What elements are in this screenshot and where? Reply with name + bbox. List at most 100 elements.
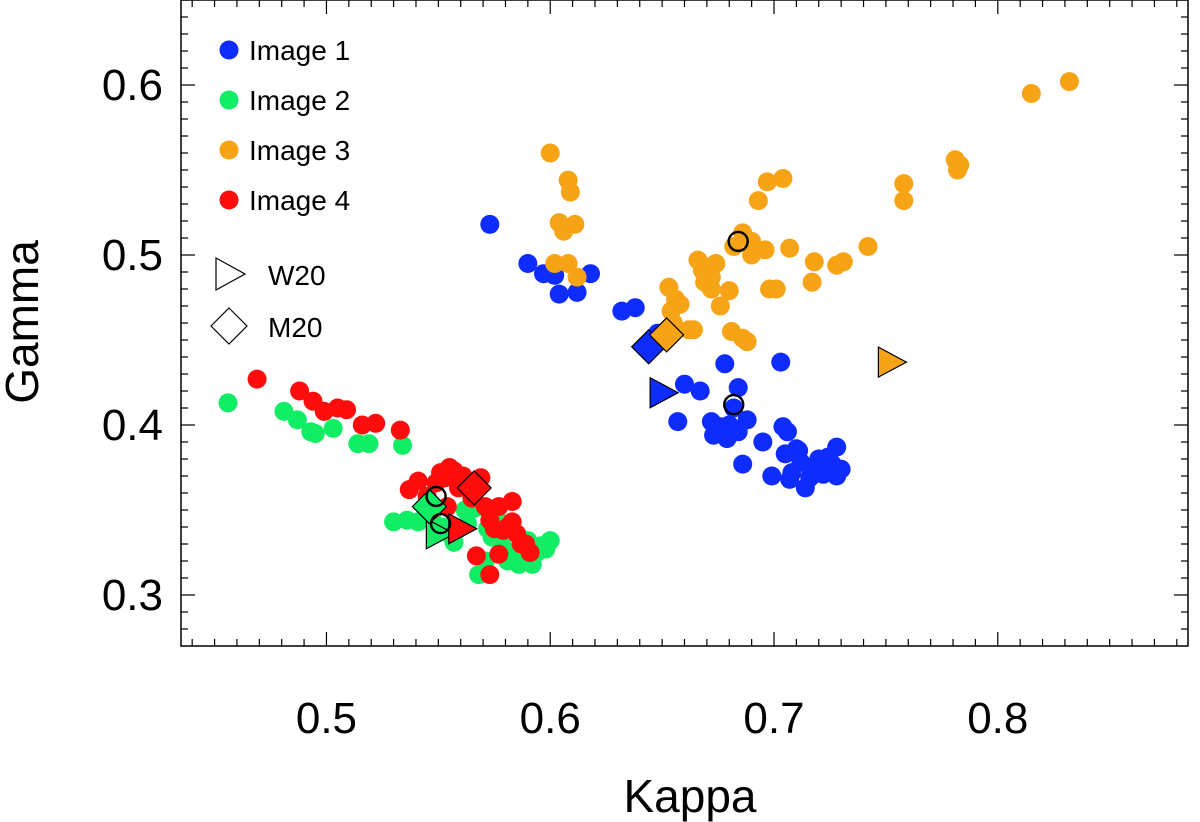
image-3-legend-marker xyxy=(219,140,239,160)
image-1-point xyxy=(719,415,739,435)
image-2-point xyxy=(540,531,560,551)
image-3-point xyxy=(773,169,793,188)
image-3-point xyxy=(757,172,777,192)
image-4-point xyxy=(408,471,428,491)
image-2-legend-label: Image 2 xyxy=(249,85,350,116)
image-3-point xyxy=(1021,84,1041,103)
image-4-point xyxy=(390,420,410,440)
image-3-point xyxy=(804,252,824,272)
image-3-m20-marker xyxy=(648,317,685,353)
image-1-point xyxy=(625,298,645,318)
open-circle-marker xyxy=(723,393,745,416)
image-3-point xyxy=(719,281,739,301)
image-4-legend-label: Image 4 xyxy=(249,185,350,216)
image-2-point xyxy=(218,393,238,413)
image-1-point xyxy=(753,432,773,452)
x-tick-label: 0.5 xyxy=(296,694,357,743)
image-3-point xyxy=(802,272,822,292)
y-tick-label: 0.4 xyxy=(102,401,163,450)
m20-legend-icon xyxy=(210,307,248,345)
image-2-point xyxy=(359,434,379,454)
w20-legend-icon xyxy=(215,256,247,292)
image-3-point xyxy=(748,191,768,211)
image-3-point xyxy=(683,320,703,340)
image-1-point xyxy=(690,381,710,401)
image-4-point xyxy=(366,413,386,433)
image-3-point xyxy=(706,254,726,273)
image-1-point xyxy=(567,282,587,302)
image-1-point xyxy=(675,374,694,394)
image-3-point xyxy=(540,143,560,163)
image-3-point xyxy=(755,240,775,260)
image-1-point xyxy=(762,466,782,486)
w20-legend-label: W20 xyxy=(268,260,326,291)
image-2-point xyxy=(323,418,343,438)
axis-tick-labels: 0.5 0.6 0.7 0.8 0.3 0.4 0.5 0.6 xyxy=(102,61,1029,743)
image-3-point xyxy=(894,191,914,211)
image-3-point xyxy=(948,160,968,180)
image-3-point xyxy=(894,174,914,194)
image-1-point xyxy=(480,214,500,234)
image-2-point xyxy=(287,410,307,430)
legend: Image 1 Image 2 Image 3 Image 4 W20 M20 xyxy=(210,35,350,345)
image-4-point xyxy=(480,565,500,585)
image-3-legend-label: Image 3 xyxy=(249,135,350,166)
image-1-point xyxy=(704,425,724,445)
axis-ticks xyxy=(181,0,1188,646)
image-3-point xyxy=(567,267,587,287)
image-3-point xyxy=(1059,72,1079,92)
open-circles xyxy=(425,230,749,535)
image-3-point xyxy=(710,296,730,316)
y-tick-label: 0.3 xyxy=(102,571,163,620)
image-3-point xyxy=(565,214,585,234)
image-3-point xyxy=(670,294,690,314)
image-3-w20-marker xyxy=(877,346,908,379)
image-1-legend-label: Image 1 xyxy=(249,35,350,66)
image-1-point xyxy=(668,412,688,432)
image-3-point xyxy=(737,332,757,352)
image-3-point xyxy=(545,254,565,273)
x-tick-label: 0.6 xyxy=(520,694,581,743)
image-4-point xyxy=(520,543,540,562)
y-tick-label: 0.6 xyxy=(102,61,163,110)
image-1-point xyxy=(518,254,538,273)
x-tick-label: 0.8 xyxy=(967,694,1028,743)
image-1-point xyxy=(789,441,809,460)
image-3-point xyxy=(766,279,786,299)
open-circle-marker xyxy=(425,485,447,508)
y-axis-title: Gamma xyxy=(0,240,48,404)
image-1-point xyxy=(771,352,791,372)
image-2-legend-marker xyxy=(219,90,239,110)
image-1-point xyxy=(777,422,797,442)
open-circle-marker xyxy=(727,230,749,253)
image-4-point xyxy=(466,546,486,566)
image-3-point xyxy=(858,237,878,256)
image-4-point xyxy=(489,544,509,564)
image-4-point xyxy=(502,492,522,511)
image-4-m20-marker xyxy=(456,470,492,506)
image-4-point xyxy=(290,381,310,401)
image-1-legend-marker xyxy=(219,40,239,60)
image-4-point xyxy=(337,400,357,420)
image-3-point xyxy=(558,254,578,273)
image-4-legend-marker xyxy=(219,190,239,210)
image-3-point xyxy=(701,279,721,299)
image-1-point xyxy=(715,354,735,374)
image-1-point xyxy=(549,284,569,304)
y-tick-label: 0.5 xyxy=(102,231,163,280)
image-1-point xyxy=(728,378,748,398)
image-1-point xyxy=(827,437,847,457)
m20-legend-label: M20 xyxy=(268,312,322,343)
open-circle-marker xyxy=(429,512,452,535)
image-3-point xyxy=(780,238,800,258)
image-2-point xyxy=(393,435,413,455)
x-tick-label: 0.7 xyxy=(743,694,804,743)
image-1-point xyxy=(827,466,847,486)
image-3-point xyxy=(560,182,580,202)
x-axis-title: Kappa xyxy=(623,770,756,822)
image-4-point xyxy=(247,369,267,389)
image-1-point xyxy=(737,410,757,430)
image-3-point xyxy=(833,252,853,272)
image-2-point xyxy=(305,424,325,443)
